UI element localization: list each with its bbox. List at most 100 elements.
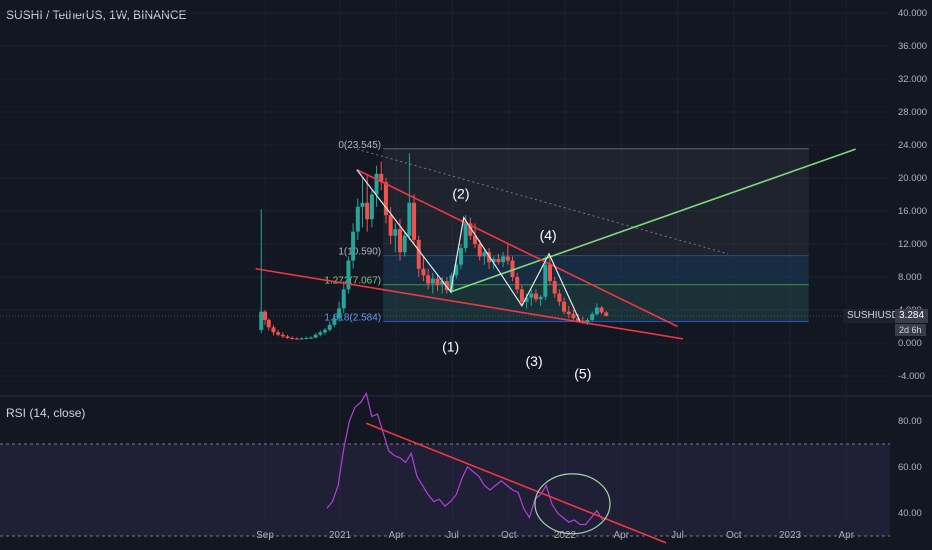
- candle-down: [290, 338, 295, 340]
- rsi-tick-label: 40.00: [898, 508, 922, 519]
- candle-down: [599, 307, 604, 313]
- price-tick-label: 40.000: [898, 8, 927, 19]
- candle-up: [440, 281, 445, 286]
- candle-up: [449, 275, 454, 291]
- price-tick-label: 28.000: [898, 107, 927, 118]
- wave-label: (5): [574, 365, 591, 381]
- candle-down: [571, 314, 576, 319]
- candle-down: [388, 215, 393, 236]
- time-tick-label: Apr: [613, 530, 629, 541]
- time-tick-label: Jul: [671, 530, 684, 541]
- candle-down: [566, 311, 571, 315]
- candle-down: [412, 202, 417, 240]
- candle-down: [365, 202, 370, 220]
- chart-title: SUSHI / TetherUS, 1W, BINANCE: [6, 8, 187, 22]
- wave-label: (1): [442, 338, 459, 354]
- candle-down: [426, 275, 431, 284]
- fib-level-label: 0(23.545): [338, 140, 381, 151]
- candle-up: [402, 235, 407, 253]
- price-tick-label: 36.000: [898, 41, 927, 52]
- rsi-tick-label: 60.00: [898, 462, 922, 473]
- wave-label: (4): [540, 227, 557, 243]
- price-tick-label: 32.000: [898, 74, 927, 85]
- candle-down: [294, 338, 299, 340]
- candle-down: [477, 244, 482, 257]
- lower-red-trendline: [255, 267, 684, 340]
- candle-up: [524, 297, 529, 302]
- dotted-diagonal: [356, 148, 729, 255]
- candle-down: [510, 260, 515, 277]
- rsi-highlight-ellipse: [534, 473, 611, 535]
- candle-up: [538, 296, 543, 300]
- candle-down: [266, 319, 271, 328]
- price-tick-label: -4.000: [898, 371, 925, 382]
- candle-up: [259, 311, 264, 330]
- upper-red-trendline: [356, 169, 678, 328]
- candle-down: [379, 173, 384, 183]
- candle-up: [585, 319, 590, 323]
- price-tag: SUSHIUSDT 3.284 2d 6h: [843, 309, 932, 343]
- candle-up: [393, 229, 398, 236]
- candle-down: [487, 252, 492, 263]
- candle-up: [299, 338, 304, 340]
- price-tag-value: 3.284: [895, 309, 929, 323]
- candle-down: [533, 293, 538, 300]
- candle-up: [360, 202, 365, 207]
- candle-down: [271, 327, 276, 333]
- candle-up: [346, 260, 351, 290]
- time-tick-label: 2023: [779, 530, 802, 541]
- candle-down: [398, 229, 402, 253]
- candle-up: [491, 258, 496, 263]
- candle-up: [594, 307, 599, 315]
- candle-up: [355, 206, 360, 232]
- candle-up: [529, 293, 534, 298]
- candle-down: [435, 278, 440, 286]
- wave-label: (2): [452, 186, 469, 202]
- candle-up: [369, 194, 374, 220]
- wave-label: (3): [526, 353, 543, 369]
- candle-down: [276, 332, 281, 335]
- time-tick-label: 2021: [329, 530, 352, 541]
- price-tick-label: 24.000: [898, 140, 927, 151]
- fib-level-label: 1(10.590): [338, 247, 381, 258]
- candle-down: [285, 336, 290, 339]
- candle-down: [496, 258, 501, 263]
- candle-up: [501, 256, 506, 263]
- candle-down: [604, 312, 609, 316]
- candle-up: [308, 337, 313, 339]
- candle-up: [374, 173, 379, 195]
- candle-down: [263, 311, 267, 320]
- fib-level-label: 1.618(2.584): [324, 313, 381, 324]
- candle-down: [505, 256, 510, 261]
- candle-up: [337, 308, 342, 319]
- candle-up: [430, 278, 435, 284]
- price-tag-countdown: 2d 6h: [895, 324, 926, 336]
- candle-up: [341, 289, 346, 309]
- fib-level-label: 1.272(7.067): [324, 276, 381, 287]
- candle-up: [454, 264, 459, 276]
- candle-down: [280, 334, 285, 337]
- candle-down: [383, 182, 388, 216]
- rsi-band: [0, 444, 890, 536]
- candle-down: [552, 281, 557, 294]
- candle-up: [407, 202, 412, 236]
- rsi-trendline: [365, 422, 667, 544]
- rsi-line: [326, 391, 604, 526]
- fib-zone-0: [383, 148, 809, 256]
- candle-up: [463, 223, 468, 249]
- candle-up: [332, 318, 337, 325]
- candle-down: [515, 277, 520, 290]
- candle-down: [468, 223, 473, 236]
- candle-down: [421, 268, 426, 276]
- green-trendline: [450, 148, 856, 293]
- candle-up: [327, 324, 332, 330]
- price-tick-label: 12.000: [898, 239, 927, 250]
- price-tick-label: 8.000: [898, 272, 922, 283]
- rsi-tick-label: 80.00: [898, 416, 922, 427]
- rsi-title: RSI (14, close): [6, 406, 86, 420]
- candle-up: [313, 334, 318, 338]
- price-tag-symbol: SUSHIUSDT: [843, 309, 909, 323]
- candle-down: [580, 320, 585, 323]
- candle-down: [576, 318, 581, 321]
